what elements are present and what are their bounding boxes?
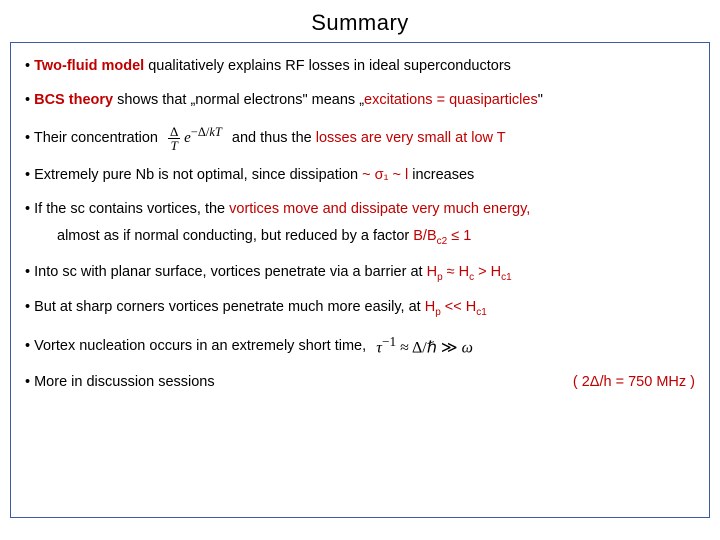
bullet-7: • But at sharp corners vortices penetrat… (25, 298, 695, 319)
bullet-2: • BCS theory shows that „normal electron… (25, 91, 695, 111)
highlight-sigma: ~ σ₁ ~ l (362, 167, 408, 183)
text-segment: • Extremely pure Nb is not optimal, sinc… (25, 167, 362, 183)
text-segment: almost as if normal conducting, but redu… (57, 228, 413, 244)
text-segment: increases (408, 167, 474, 183)
bullet-3: • Their concentration ΔT e−Δ/kT and thus… (25, 124, 695, 152)
bullet-9: • More in discussion sessions ( 2Δ/h = 7… (25, 373, 695, 393)
tau-formula: τ−1 ≈ Δ/ℏ ≫ ω (376, 333, 473, 359)
highlight-hp-hc: Hp ≈ Hc > Hc1 (427, 264, 512, 280)
highlight-freq: ( 2Δ/h = 750 MHz ) (573, 373, 695, 393)
concentration-formula: ΔT e−Δ/kT (168, 124, 222, 152)
text-segment: " (538, 92, 543, 108)
highlight-two-fluid: Two-fluid model (34, 58, 144, 74)
text-segment: and thus the (232, 130, 316, 146)
text-segment: • But at sharp corners vortices penetrat… (25, 299, 425, 315)
text-segment: • Vortex nucleation occurs in an extreme… (25, 338, 366, 354)
text-segment: qualitatively explains RF losses in idea… (144, 58, 511, 74)
text-segment: • More in discussion sessions (25, 373, 215, 393)
text-segment: shows that „normal electrons" means „ (113, 92, 364, 108)
text-segment: • Their concentration (25, 130, 158, 146)
highlight-bbc2: B/Bc2 ≤ 1 (413, 228, 471, 244)
bullet-5: • If the sc contains vortices, the vorti… (25, 200, 695, 220)
bullet-marker: • (25, 92, 34, 108)
slide-title: Summary (0, 0, 720, 42)
highlight-hp-hc1: Hp << Hc1 (425, 299, 487, 315)
highlight-losses: losses are very small at low T (316, 130, 506, 146)
highlight-bcs: BCS theory (34, 92, 113, 108)
bullet-6: • Into sc with planar surface, vortices … (25, 263, 695, 284)
bullet-1: • Two-fluid model qualitatively explains… (25, 57, 695, 77)
text-segment: • Into sc with planar surface, vortices … (25, 264, 427, 280)
bullet-8: • Vortex nucleation occurs in an extreme… (25, 333, 695, 359)
bullet-marker: • (25, 58, 34, 74)
summary-box: • Two-fluid model qualitatively explains… (10, 42, 710, 518)
highlight-excitations: excitations = quasiparticles (364, 92, 538, 108)
bullet-5-cont: almost as if normal conducting, but redu… (25, 227, 695, 248)
highlight-vortices-move: vortices move and dissipate very much en… (229, 201, 530, 217)
bullet-4: • Extremely pure Nb is not optimal, sinc… (25, 166, 695, 186)
text-segment: • If the sc contains vortices, the (25, 201, 229, 217)
